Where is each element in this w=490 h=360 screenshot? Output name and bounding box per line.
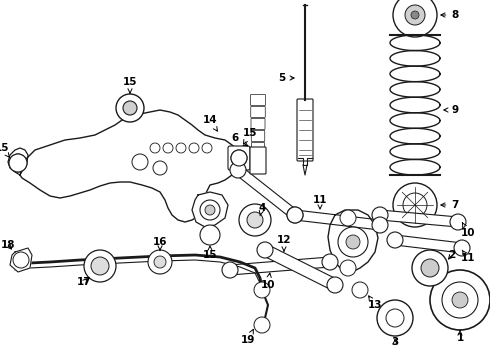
Circle shape xyxy=(372,207,388,223)
Text: 2: 2 xyxy=(448,250,456,260)
Circle shape xyxy=(202,143,212,153)
FancyBboxPatch shape xyxy=(251,118,265,130)
Circle shape xyxy=(346,235,360,249)
Circle shape xyxy=(421,259,439,277)
Circle shape xyxy=(450,214,466,230)
Text: 19: 19 xyxy=(241,329,255,345)
Text: 15: 15 xyxy=(203,246,217,260)
Text: 10: 10 xyxy=(261,273,275,290)
Circle shape xyxy=(200,200,220,220)
Circle shape xyxy=(287,207,303,223)
Circle shape xyxy=(13,252,29,268)
Circle shape xyxy=(393,0,437,37)
Circle shape xyxy=(231,150,247,166)
Text: 17: 17 xyxy=(77,277,91,287)
Text: 8: 8 xyxy=(441,10,459,20)
FancyBboxPatch shape xyxy=(251,107,265,117)
Polygon shape xyxy=(380,210,459,227)
Text: 15: 15 xyxy=(123,77,137,93)
FancyBboxPatch shape xyxy=(251,143,265,153)
Text: 18: 18 xyxy=(1,240,15,250)
Circle shape xyxy=(123,101,137,115)
Text: 11: 11 xyxy=(461,250,475,263)
FancyBboxPatch shape xyxy=(228,146,250,170)
FancyBboxPatch shape xyxy=(297,99,313,161)
Text: 7: 7 xyxy=(441,200,459,210)
Circle shape xyxy=(231,150,247,166)
Text: 12: 12 xyxy=(277,235,291,251)
Polygon shape xyxy=(10,248,32,272)
Circle shape xyxy=(327,277,343,293)
Circle shape xyxy=(454,240,470,256)
Circle shape xyxy=(405,5,425,25)
Polygon shape xyxy=(328,210,378,272)
Polygon shape xyxy=(235,166,298,219)
Circle shape xyxy=(230,162,246,178)
Circle shape xyxy=(148,250,172,274)
Text: 11: 11 xyxy=(313,195,327,209)
Circle shape xyxy=(254,282,270,298)
Circle shape xyxy=(153,161,167,175)
Circle shape xyxy=(91,257,109,275)
Circle shape xyxy=(340,210,356,226)
Circle shape xyxy=(132,154,148,170)
Polygon shape xyxy=(20,110,240,222)
Circle shape xyxy=(287,207,303,223)
Text: 16: 16 xyxy=(153,237,167,250)
Circle shape xyxy=(338,227,368,257)
Text: 9: 9 xyxy=(444,105,459,115)
Text: 1: 1 xyxy=(456,330,464,343)
Polygon shape xyxy=(230,257,330,275)
Circle shape xyxy=(150,143,160,153)
Polygon shape xyxy=(394,235,463,253)
Circle shape xyxy=(200,225,220,245)
Circle shape xyxy=(189,143,199,153)
Circle shape xyxy=(116,94,144,122)
Circle shape xyxy=(84,250,116,282)
Circle shape xyxy=(386,309,404,327)
Circle shape xyxy=(163,143,173,153)
Circle shape xyxy=(352,282,368,298)
Circle shape xyxy=(9,154,27,172)
FancyBboxPatch shape xyxy=(251,130,265,141)
Text: 15: 15 xyxy=(0,143,10,158)
Text: 15: 15 xyxy=(243,128,257,144)
Circle shape xyxy=(412,250,448,286)
Text: 5: 5 xyxy=(278,73,294,83)
Circle shape xyxy=(322,254,338,270)
Circle shape xyxy=(254,317,270,333)
Circle shape xyxy=(257,242,273,258)
Circle shape xyxy=(393,183,437,227)
Circle shape xyxy=(387,232,403,248)
Text: 10: 10 xyxy=(461,222,475,238)
Text: 13: 13 xyxy=(368,296,382,310)
FancyBboxPatch shape xyxy=(250,147,266,174)
Circle shape xyxy=(442,282,478,318)
Polygon shape xyxy=(192,192,228,227)
Polygon shape xyxy=(8,148,28,175)
Polygon shape xyxy=(294,210,381,230)
Text: 14: 14 xyxy=(203,115,218,131)
Circle shape xyxy=(222,262,238,278)
Circle shape xyxy=(430,270,490,330)
Circle shape xyxy=(176,143,186,153)
Text: 4: 4 xyxy=(258,203,266,216)
Circle shape xyxy=(205,205,215,215)
Circle shape xyxy=(452,292,468,308)
Circle shape xyxy=(9,154,27,172)
Circle shape xyxy=(154,256,166,268)
Circle shape xyxy=(372,217,388,233)
Text: 6: 6 xyxy=(231,133,248,146)
Polygon shape xyxy=(262,245,338,291)
FancyBboxPatch shape xyxy=(250,94,266,105)
Circle shape xyxy=(247,212,263,228)
Circle shape xyxy=(377,300,413,336)
Circle shape xyxy=(411,11,419,19)
Circle shape xyxy=(340,260,356,276)
Text: 3: 3 xyxy=(392,337,399,347)
Circle shape xyxy=(403,193,427,217)
Circle shape xyxy=(239,204,271,236)
